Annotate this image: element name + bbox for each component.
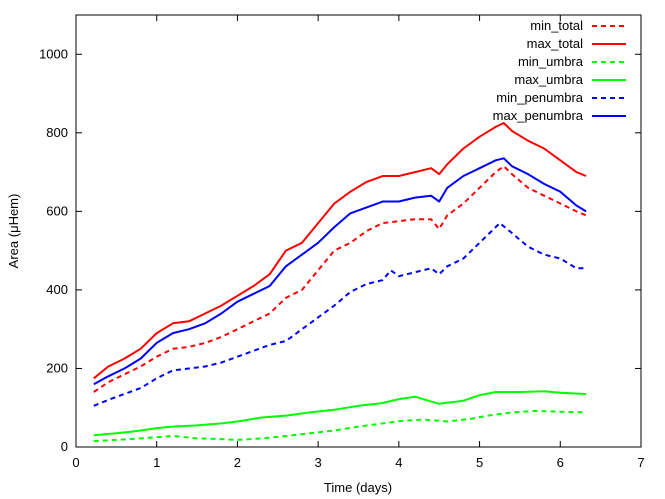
legend-item-min-penumbra: min_penumbra <box>496 90 626 105</box>
x-axis-label: Time (days) <box>324 480 392 495</box>
series-layer <box>93 122 587 443</box>
x-tick-label: 4 <box>395 455 402 470</box>
legend-label: min_total <box>530 18 583 33</box>
legend-item-min-umbra: min_umbra <box>518 54 626 69</box>
series-line-max-umbra <box>93 390 587 437</box>
x-tick-label: 6 <box>557 455 564 470</box>
x-tick-label: 7 <box>637 455 644 470</box>
axis-ticks: 0 1 2 3 4 5 6 7 0 200 400 600 800 1000 <box>39 15 645 470</box>
y-tick-label: 600 <box>46 203 68 218</box>
legend-item-max-total: max_total <box>527 36 626 51</box>
series-line-max-total <box>93 122 587 380</box>
legend-item-max-umbra: max_umbra <box>514 72 626 87</box>
legend-label: min_penumbra <box>496 90 583 105</box>
x-tick-label: 1 <box>153 455 160 470</box>
y-axis-label: Area (μHem) <box>6 194 21 269</box>
series-line-min-umbra <box>93 409 587 443</box>
legend-label: max_total <box>527 36 583 51</box>
y-tick-label: 1000 <box>39 46 68 61</box>
legend-item-max-penumbra: max_penumbra <box>493 108 626 123</box>
x-tick-label: 5 <box>476 455 483 470</box>
y-tick-label: 800 <box>46 125 68 140</box>
legend-label: max_penumbra <box>493 108 584 123</box>
y-tick-label: 400 <box>46 282 68 297</box>
plot-frame <box>75 14 642 448</box>
legend-label: min_umbra <box>518 54 584 69</box>
x-tick-label: 0 <box>72 455 79 470</box>
legend: min_total max_total min_umbra max_umbra min_… <box>493 18 626 123</box>
series-line-min-total <box>93 165 587 393</box>
y-tick-label: 200 <box>46 360 68 375</box>
x-tick-label: 3 <box>315 455 322 470</box>
legend-item-min-total: min_total <box>530 18 626 33</box>
series-line-min-penumbra <box>93 222 587 407</box>
y-tick-label: 0 <box>61 439 68 454</box>
series-line-max-penumbra <box>93 157 587 386</box>
legend-label: max_umbra <box>514 72 583 87</box>
x-tick-label: 2 <box>234 455 241 470</box>
